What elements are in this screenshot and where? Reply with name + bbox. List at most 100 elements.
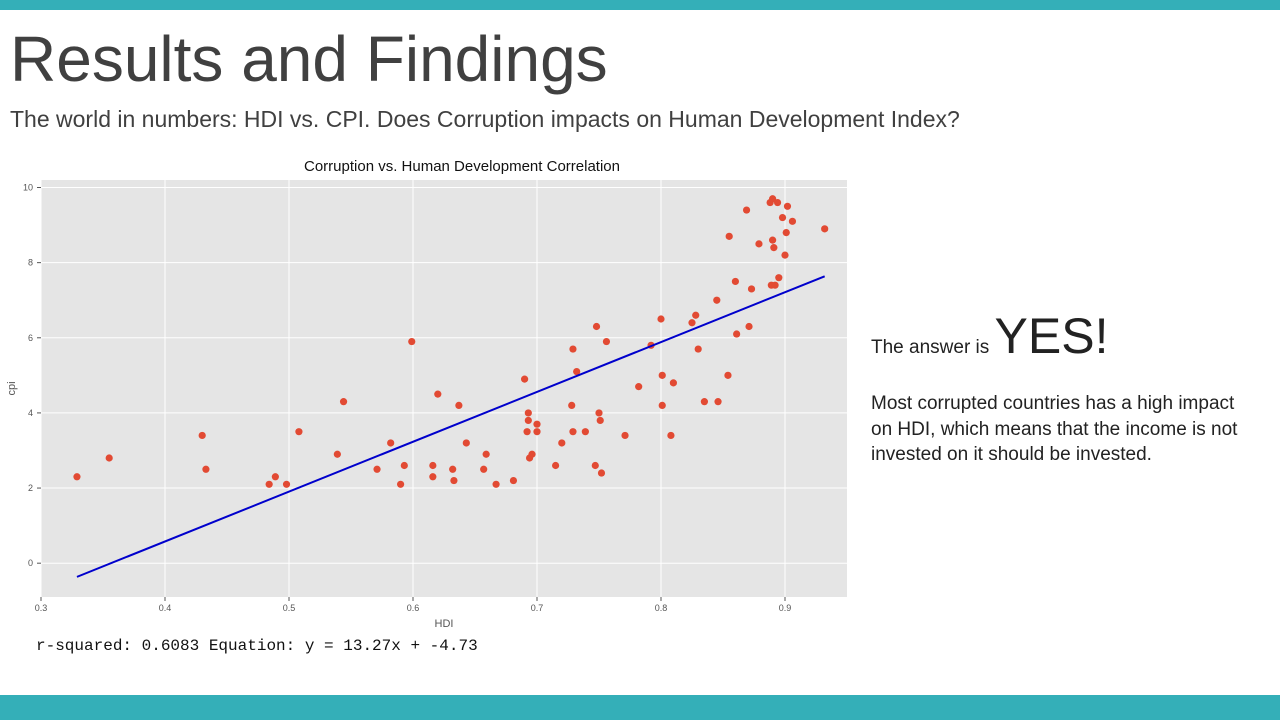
- x-tick-label: 0.9: [779, 603, 792, 613]
- scatter-point: [581, 428, 589, 436]
- y-tick-label: 0: [28, 558, 33, 568]
- scatter-point: [105, 454, 113, 462]
- scatter-point: [482, 450, 490, 458]
- top-accent-bar: [0, 0, 1280, 10]
- scatter-point: [524, 416, 532, 425]
- scatter-point: [782, 228, 790, 237]
- scatter-point: [688, 319, 696, 327]
- scatter-point: [450, 476, 458, 485]
- scatter-point: [747, 285, 756, 293]
- answer-prefix: The answer is: [871, 337, 995, 358]
- x-tick-label: 0.4: [159, 603, 172, 613]
- scatter-point: [713, 296, 721, 304]
- scatter-point: [731, 277, 740, 286]
- scatter-point: [591, 461, 599, 470]
- scatter-point: [282, 480, 291, 488]
- answer-value: YES!: [994, 308, 1109, 364]
- plot-background: [41, 180, 847, 597]
- scatter-point: [408, 337, 416, 346]
- scatter-point: [387, 439, 395, 447]
- scatter-point: [397, 480, 405, 488]
- scatter-point: [725, 232, 733, 240]
- scatter-point: [669, 379, 678, 387]
- scatter-point: [265, 480, 273, 488]
- scatter-point: [658, 371, 666, 379]
- scatter-point: [595, 409, 603, 417]
- scatter-point: [429, 461, 437, 470]
- scatter-point: [781, 251, 789, 259]
- scatter-point: [73, 473, 81, 481]
- scatter-point: [733, 330, 741, 338]
- scatter-point: [523, 428, 531, 436]
- scatter-point: [198, 431, 206, 440]
- scatter-point: [202, 465, 210, 473]
- scatter-point: [333, 450, 341, 458]
- x-tick-label: 0.7: [531, 603, 544, 613]
- scatter-point: [592, 322, 601, 331]
- x-axis-label: HDI: [435, 618, 454, 630]
- regression-line: [76, 275, 826, 578]
- chart-title: Corruption vs. Human Development Correla…: [304, 158, 620, 175]
- scatter-point: [528, 450, 536, 458]
- scatter-point: [552, 461, 560, 470]
- scatter-point: [769, 236, 777, 244]
- bottom-accent-bar: [0, 695, 1280, 720]
- scatter-point: [597, 469, 606, 477]
- scatter-point: [569, 345, 577, 353]
- scatter-point: [724, 371, 732, 379]
- y-tick-label: 8: [28, 258, 33, 268]
- explanation-text: Most corrupted countries has a high impa…: [871, 393, 1238, 465]
- scatter-point: [621, 431, 629, 440]
- scatter-point: [658, 401, 666, 410]
- scatter-point: [657, 315, 665, 323]
- scatter-point: [755, 240, 763, 248]
- scatter-point: [558, 439, 566, 447]
- scatter-point: [533, 428, 541, 436]
- scatter-point: [339, 398, 348, 406]
- scatter-point: [745, 322, 753, 331]
- scatter-point: [778, 213, 787, 222]
- scatter-point: [533, 420, 541, 428]
- scatter-point: [700, 398, 709, 406]
- y-tick-label: 4: [28, 408, 33, 418]
- y-tick-label: 6: [28, 333, 33, 343]
- scatter-point: [602, 337, 611, 346]
- scatter-point: [524, 409, 532, 417]
- scatter-point: [271, 473, 279, 481]
- scatter-point: [667, 431, 675, 440]
- x-tick-label: 0.5: [283, 603, 296, 613]
- scatter-point: [692, 311, 700, 319]
- scatter-point: [480, 465, 488, 473]
- answer-line: The answer is YES!: [871, 306, 1109, 366]
- scatter-point: [521, 375, 529, 383]
- scatter-point: [509, 476, 518, 485]
- scatter-point: [770, 244, 778, 252]
- scatter-point: [742, 206, 751, 214]
- scatter-point: [771, 281, 779, 289]
- x-tick-label: 0.8: [655, 603, 668, 613]
- scatter-point: [635, 383, 643, 391]
- scatter-point: [783, 202, 792, 210]
- y-tick-label: 2: [28, 483, 33, 493]
- regression-stats: r-squared: 0.6083 Equation: y = 13.27x +…: [36, 637, 478, 655]
- scatter-point: [449, 465, 457, 473]
- scatter-point: [773, 198, 782, 207]
- slide-subtitle: The world in numbers: HDI vs. CPI. Does …: [10, 106, 960, 132]
- scatter-point: [295, 428, 303, 436]
- scatter-point: [788, 217, 797, 225]
- slide-title: Results and Findings: [10, 23, 608, 95]
- scatter-point: [775, 274, 783, 282]
- scatter-point: [373, 465, 381, 473]
- scatter-point: [568, 401, 576, 410]
- scatter-point: [821, 225, 829, 233]
- y-tick-label: 10: [23, 183, 33, 193]
- scatter-point: [714, 398, 722, 406]
- scatter-point: [573, 367, 581, 376]
- scatter-point: [569, 428, 577, 436]
- x-tick-label: 0.6: [407, 603, 420, 613]
- scatter-chart: 0.3 0.4 0.5 0.6 0.7 0.8 0.9 0 2 4 6 8 10 HDI cpi: [6, 180, 847, 630]
- scatter-point: [429, 473, 437, 481]
- scatter-point: [492, 480, 500, 488]
- scatter-point: [462, 439, 470, 447]
- y-axis-label: cpi: [6, 381, 18, 395]
